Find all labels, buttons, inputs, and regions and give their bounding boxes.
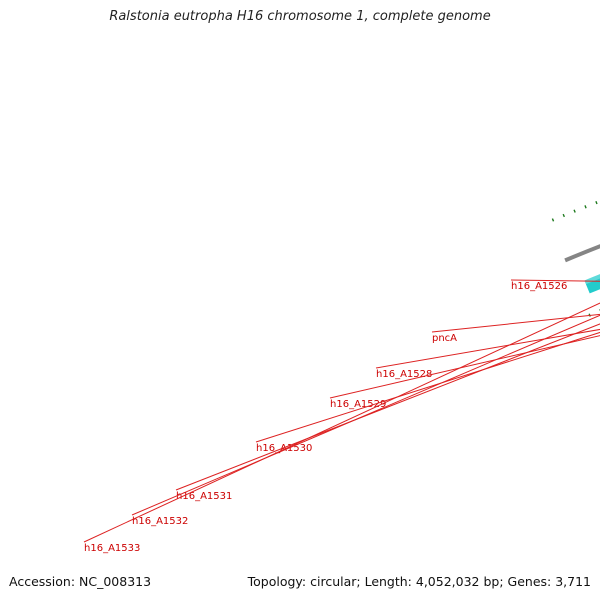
inner-tick-ring [587,309,600,317]
gene-label-leader [255,331,600,443]
gene-label: h16_A1528 [376,369,432,380]
gene-feature [584,274,600,294]
gene-label: h16_A1531 [176,491,232,502]
gene-feature-highlight [584,274,600,285]
gene-label-track: h16_A1526 pncA h16_A1528 h16_A1529 h16_A1530… [83,279,600,554]
genome-stats-label: Topology: circular; Length: 4,052,032 bp… [247,574,591,589]
gene-label: h16_A1532 [132,516,188,527]
gene-label: h16_A1533 [84,543,140,554]
gene-label-leader [83,302,600,543]
gene-label: h16_A1529 [330,399,386,410]
gene-label-leader [131,314,600,516]
backbone-track [564,244,600,263]
gene-label-leader [375,328,600,369]
backbone-line [564,244,600,263]
gene-label-leader [175,323,600,491]
gene-label-leader [431,313,600,333]
gene-label-leader [329,335,600,399]
feature-track [584,274,600,294]
gene-label: h16_A1526 [511,281,567,292]
gene-label: pncA [432,333,457,344]
accession-label: Accession: NC_008313 [9,574,152,589]
gene-label: h16_A1530 [256,443,312,454]
map-title: Ralstonia eutropha H16 chromosome 1, com… [109,9,491,24]
